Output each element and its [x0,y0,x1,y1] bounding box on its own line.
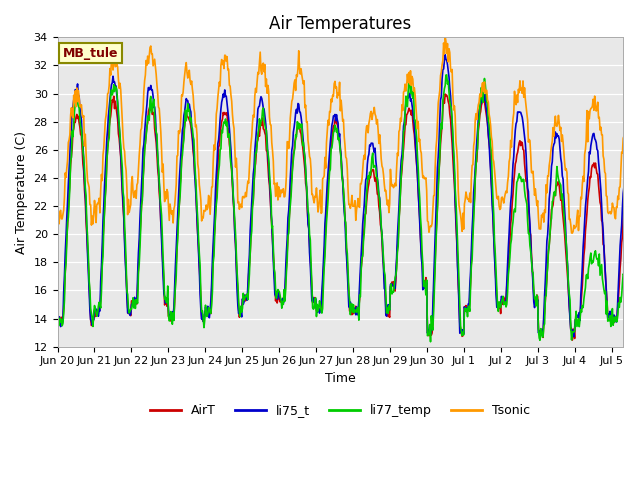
li77_temp [132,305,140,311]
li77_temp [110,82,118,87]
Tsonic [568,230,576,236]
li77_temp [447,105,455,111]
AirT [109,99,117,105]
Tsonic [84,181,92,187]
AirT [620,207,628,213]
Line: li75_t: li75_t [58,55,624,336]
Tsonic [254,70,262,75]
AirT [132,300,140,306]
AirT [84,261,92,266]
li77_temp [109,89,117,95]
Tsonic [54,215,61,221]
Tsonic [620,133,628,139]
AirT [54,317,61,323]
li75_t [110,79,118,85]
li75_t [109,73,117,79]
Title: Air Temperatures: Air Temperatures [269,15,412,33]
li75_t [254,106,262,112]
li77_temp [427,339,435,345]
li75_t [447,93,454,98]
AirT [254,137,262,143]
li77_temp [84,254,92,260]
Tsonic [447,66,454,72]
li77_temp [620,272,628,278]
AirT [442,91,449,97]
Line: Tsonic: Tsonic [58,36,624,233]
Tsonic [132,188,140,193]
AirT [568,337,576,343]
AirT [447,117,454,122]
Line: li77_temp: li77_temp [58,75,624,342]
Tsonic [442,34,449,39]
AirT [110,93,118,99]
li77_temp [254,132,262,138]
li75_t [570,334,578,339]
Tsonic [110,60,118,66]
X-axis label: Time: Time [324,372,355,385]
Line: AirT: AirT [58,94,624,340]
li75_t [132,301,140,307]
Text: MB_tule: MB_tule [63,47,118,60]
Legend: AirT, li75_t, li77_temp, Tsonic: AirT, li75_t, li77_temp, Tsonic [145,399,535,422]
li77_temp [54,319,61,325]
Y-axis label: Air Temperature (C): Air Temperature (C) [15,131,28,253]
li77_temp [443,72,451,78]
Tsonic [109,67,117,73]
li75_t [84,269,92,275]
li75_t [620,184,628,190]
li75_t [54,318,61,324]
li75_t [442,52,449,58]
